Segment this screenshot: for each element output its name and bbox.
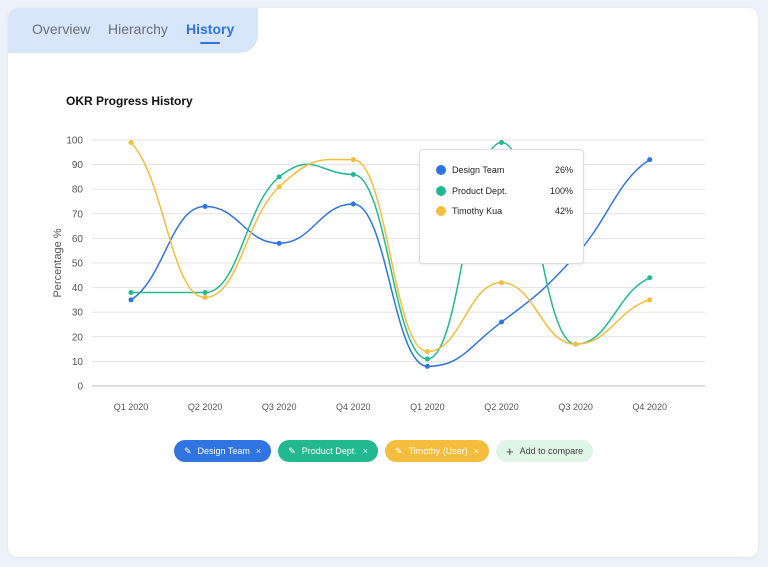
pencil-icon[interactable]: ✎ (395, 445, 403, 456)
tooltip-label: Timothy Kua (452, 206, 503, 216)
series-line (130, 141, 651, 360)
chip-timothy[interactable]: ✎ Timothy (User) × (385, 440, 490, 462)
data-point (202, 290, 208, 296)
data-point (276, 240, 282, 246)
chip-label: Product Dept. (301, 446, 357, 456)
y-tick-label: 60 (72, 234, 84, 245)
data-point (424, 349, 430, 355)
data-point (573, 341, 579, 347)
pencil-icon[interactable]: ✎ (288, 445, 296, 456)
data-point (202, 203, 208, 209)
add-compare-label: Add to compare (519, 446, 584, 456)
data-point (350, 171, 356, 177)
x-tick-label: Q1 2020 (114, 402, 149, 412)
y-tick-label: 50 (72, 259, 84, 270)
data-point (647, 157, 653, 163)
data-point (424, 356, 430, 362)
x-tick-label: Q4 2020 (632, 402, 667, 412)
chip-label: Timothy (User) (408, 446, 468, 456)
close-icon[interactable]: × (362, 446, 369, 456)
tooltip-label: Design Team (452, 165, 505, 175)
x-tick-label: Q3 2020 (558, 402, 593, 412)
tooltip-value: 26% (554, 165, 573, 175)
chip-product-dept[interactable]: ✎ Product Dept. × (278, 440, 379, 462)
close-icon[interactable]: × (255, 446, 262, 456)
data-point (128, 290, 134, 296)
x-tick-label: Q4 2020 (336, 402, 371, 412)
y-tick-label: 70 (72, 209, 84, 220)
tooltip-label: Product Dept. (452, 186, 508, 196)
tab-hierarchy[interactable]: Hierarchy (108, 21, 168, 37)
y-tick-label: 10 (72, 357, 84, 368)
data-point (499, 139, 504, 145)
pencil-icon[interactable]: ✎ (184, 445, 192, 456)
tab-bar: Overview Hierarchy History (8, 8, 258, 53)
y-tick-label: 90 (72, 160, 84, 171)
tooltip-row: Product Dept. 100% (436, 184, 573, 198)
chip-design-team[interactable]: ✎ Design Team × (174, 440, 272, 462)
data-point (202, 294, 208, 300)
data-point (350, 201, 356, 207)
data-point (276, 184, 282, 190)
data-point (499, 319, 504, 325)
y-tick-label: 80 (72, 185, 84, 196)
data-point (647, 297, 653, 303)
add-to-compare-button[interactable]: + Add to compare (496, 440, 594, 462)
data-point (128, 297, 134, 303)
tooltip-value: 100% (549, 186, 573, 196)
x-tick-label: Q2 2020 (484, 402, 519, 412)
x-tick-label: Q3 2020 (262, 402, 297, 412)
y-tick-label: 30 (72, 308, 84, 319)
close-icon[interactable]: × (473, 446, 480, 456)
x-tick-label: Q1 2020 (410, 402, 445, 412)
plus-icon: + (506, 443, 514, 459)
tooltip-row: Design Team 26% (436, 163, 573, 177)
main-card (8, 8, 758, 557)
series-dot-icon (436, 186, 446, 196)
data-point (424, 363, 430, 369)
compare-chips: ✎ Design Team × ✎ Product Dept. × ✎ Timothy (… (174, 440, 594, 462)
tooltip-row: Timothy Kua 42% (436, 204, 573, 218)
data-point (647, 275, 653, 281)
y-tick-label: 100 (66, 136, 83, 147)
y-tick-label: 40 (72, 283, 84, 294)
data-point (499, 280, 504, 286)
chip-label: Design Team (197, 446, 250, 456)
data-point (128, 139, 134, 145)
series-dot-icon (436, 206, 446, 216)
chart-tooltip: Design Team 26% Product Dept. 100% Timothy… (419, 149, 584, 264)
data-point (276, 174, 282, 180)
y-tick-label: 20 (72, 332, 84, 343)
y-axis-label: Percentage % (52, 228, 64, 297)
tab-overview[interactable]: Overview (32, 21, 91, 37)
data-point (350, 157, 356, 163)
tab-history[interactable]: History (186, 21, 235, 44)
chart-title: OKR Progress History (66, 94, 193, 108)
series-line (130, 159, 651, 368)
tooltip-value: 42% (554, 206, 573, 216)
y-tick-label: 0 (77, 382, 83, 393)
x-tick-label: Q2 2020 (188, 402, 223, 412)
series-dot-icon (436, 165, 446, 175)
